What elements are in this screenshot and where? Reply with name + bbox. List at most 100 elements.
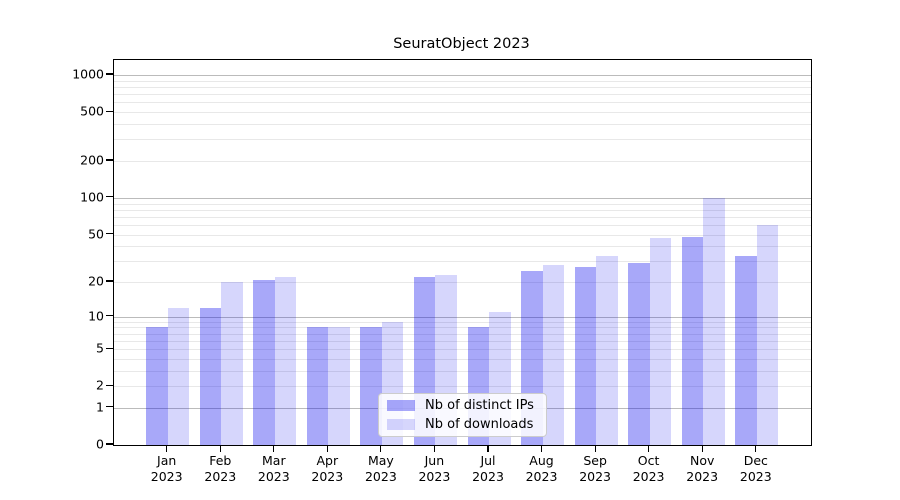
x-tick-mark-nov <box>701 445 703 452</box>
x-tick-mark-oct <box>648 445 650 452</box>
gridline-minor-500 <box>114 112 811 114</box>
legend-label: Nb of downloads <box>425 417 534 432</box>
gridline-minor-70 <box>114 216 811 218</box>
gridline-minor-7 <box>114 333 811 335</box>
y-tick-label-10: 10 <box>88 308 104 324</box>
y-tick-mark-5 <box>106 347 113 349</box>
x-tick-label-dec: Dec 2023 <box>739 453 772 484</box>
y-tick-label-5: 5 <box>96 340 104 356</box>
gridline-major-10 <box>114 316 811 318</box>
bar-distinct-ips-mar <box>253 279 275 445</box>
gridline-minor-400 <box>114 124 811 125</box>
x-tick-mark-may <box>380 445 382 452</box>
y-tick-label-500: 500 <box>80 103 104 119</box>
x-tick-mark-apr <box>326 445 328 452</box>
gridline-minor-3 <box>114 370 811 372</box>
x-tick-mark-jul <box>487 445 489 452</box>
gridline-minor-900 <box>114 80 811 82</box>
y-tick-mark-10 <box>106 315 113 317</box>
chart-title: SeuratObject 2023 <box>393 36 530 52</box>
x-tick-label-feb: Feb 2023 <box>204 453 237 484</box>
y-tick-mark-50 <box>106 232 113 235</box>
bar-distinct-ips-oct <box>628 262 650 445</box>
gridline-minor-50 <box>114 234 811 236</box>
x-tick-label-jul: Jul 2023 <box>472 453 504 484</box>
x-tick-mark-feb <box>219 445 221 452</box>
gridline-minor-2 <box>114 386 811 388</box>
bar-downloads-aug <box>542 264 564 445</box>
x-tick-mark-dec <box>755 445 757 452</box>
gridline-minor-8 <box>114 327 811 329</box>
gridline-major-100 <box>114 197 811 199</box>
legend-row: Nb of distinct IPs <box>387 398 538 413</box>
bar-distinct-ips-jan <box>146 327 168 445</box>
plot-area: Nb of distinct IPs Nb of downloads <box>113 59 812 446</box>
y-tick-mark-20 <box>106 280 113 282</box>
legend: Nb of distinct IPs Nb of downloads <box>378 393 547 437</box>
y-tick-label-1: 1 <box>96 399 104 415</box>
y-tick-label-200: 200 <box>80 152 104 168</box>
gridline-minor-6 <box>114 340 811 342</box>
x-tick-mark-sep <box>594 445 596 452</box>
y-tick-label-20: 20 <box>88 273 104 289</box>
y-tick-mark-200 <box>106 159 113 161</box>
gridline-minor-9 <box>114 321 811 323</box>
gridline-minor-4 <box>114 358 811 360</box>
y-tick-label-1000: 1000 <box>72 66 104 82</box>
x-tick-label-sep: Sep 2023 <box>579 453 611 484</box>
bar-distinct-ips-feb <box>199 307 222 445</box>
gridline-minor-40 <box>114 246 811 248</box>
bar-downloads-nov <box>703 197 725 445</box>
x-tick-mark-aug <box>540 445 543 452</box>
gridline-minor-30 <box>114 261 811 263</box>
legend-swatch-distinct-ips <box>387 400 415 411</box>
gridline-minor-300 <box>114 139 811 141</box>
y-tick-mark-1 <box>106 406 113 408</box>
bar-distinct-ips-sep <box>574 266 597 445</box>
bar-distinct-ips-may <box>360 327 382 445</box>
x-tick-label-oct: Oct 2023 <box>632 453 665 484</box>
x-tick-mark-jan <box>166 445 168 452</box>
y-tick-mark-1000 <box>106 73 113 75</box>
x-tick-label-nov: Nov 2023 <box>686 453 719 484</box>
bar-distinct-ips-nov <box>681 236 704 445</box>
x-tick-label-jun: Jun 2023 <box>418 453 451 484</box>
y-tick-label-0: 0 <box>96 436 104 452</box>
bar-downloads-jan <box>167 307 190 445</box>
y-tick-label-2: 2 <box>96 377 104 393</box>
legend-label: Nb of distinct IPs <box>425 398 534 413</box>
gridline-minor-200 <box>114 161 811 162</box>
x-tick-label-jan: Jan 2023 <box>150 453 183 484</box>
x-tick-label-mar: Mar 2023 <box>257 453 290 484</box>
bar-downloads-mar <box>274 277 297 445</box>
y-tick-mark-100 <box>106 196 113 198</box>
x-tick-label-apr: Apr 2023 <box>311 453 344 484</box>
gridline-minor-60 <box>114 224 811 226</box>
bar-downloads-sep <box>596 256 618 445</box>
bar-downloads-feb <box>221 282 243 445</box>
gridline-minor-20 <box>114 282 811 283</box>
bar-distinct-ips-apr <box>306 327 329 445</box>
x-tick-mark-mar <box>273 445 275 452</box>
y-tick-mark-0 <box>106 443 113 445</box>
gridline-minor-5 <box>114 349 811 351</box>
legend-swatch-downloads <box>387 419 415 430</box>
legend-row: Nb of downloads <box>387 417 538 432</box>
bar-downloads-dec <box>756 224 779 445</box>
y-tick-mark-500 <box>106 110 113 112</box>
x-tick-label-may: May 2023 <box>364 453 397 484</box>
gridline-minor-600 <box>114 102 811 104</box>
x-tick-label-aug: Aug 2023 <box>525 453 558 484</box>
gridline-major-1000 <box>114 75 811 76</box>
bar-downloads-apr <box>328 327 350 445</box>
y-tick-label-100: 100 <box>80 189 104 205</box>
gridline-minor-700 <box>114 94 811 96</box>
x-tick-mark-jun <box>433 445 435 452</box>
bar-distinct-ips-dec <box>735 256 757 445</box>
y-tick-label-50: 50 <box>88 226 104 241</box>
gridline-minor-80 <box>114 209 811 211</box>
y-tick-mark-2 <box>106 384 113 386</box>
bar-downloads-oct <box>649 237 672 445</box>
gridline-minor-800 <box>114 87 811 88</box>
